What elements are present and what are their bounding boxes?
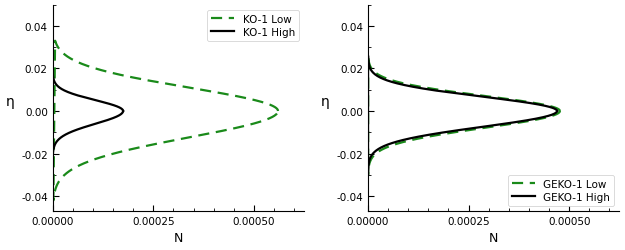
X-axis label: N: N: [174, 232, 183, 244]
KO-1 High: [49, 153, 57, 156]
GEKO-1 Low: [396, 82, 404, 85]
Legend: GEKO-1 Low, GEKO-1 High: GEKO-1 Low, GEKO-1 High: [508, 175, 614, 206]
KO-1 High: [51, 145, 58, 148]
KO-1 Low: [68, 169, 75, 172]
KO-1 Low: [117, 74, 124, 77]
GEKO-1 High: [365, 162, 372, 165]
X-axis label: N: N: [489, 232, 498, 244]
Line: GEKO-1 High: GEKO-1 High: [368, 56, 557, 175]
KO-1 Low: [51, 40, 59, 43]
GEKO-1 High: [369, 152, 377, 155]
Y-axis label: η: η: [321, 94, 329, 108]
KO-1 High: [49, 163, 56, 166]
KO-1 Low: [106, 154, 114, 156]
KO-1 Low: [274, 110, 282, 113]
Y-axis label: η: η: [6, 94, 14, 108]
GEKO-1 High: [553, 110, 561, 113]
GEKO-1 High: [438, 90, 446, 94]
Line: KO-1 High: KO-1 High: [52, 74, 123, 164]
GEKO-1 High: [364, 60, 372, 63]
KO-1 High: [119, 110, 127, 113]
KO-1 High: [49, 76, 57, 78]
GEKO-1 Low: [399, 141, 406, 144]
GEKO-1 Low: [372, 152, 380, 155]
GEKO-1 Low: [365, 60, 372, 63]
GEKO-1 High: [390, 82, 398, 85]
KO-1 Low: [54, 183, 61, 186]
GEKO-1 Low: [446, 90, 454, 94]
KO-1 Low: [274, 110, 282, 113]
GEKO-1 High: [364, 174, 372, 177]
KO-1 High: [62, 90, 70, 94]
GEKO-1 High: [391, 141, 399, 144]
KO-1 High: [58, 136, 66, 139]
GEKO-1 High: [364, 55, 372, 58]
GEKO-1 Low: [364, 55, 372, 58]
GEKO-1 Low: [556, 110, 564, 113]
GEKO-1 Low: [556, 110, 564, 113]
KO-1 Low: [176, 85, 184, 88]
KO-1 High: [119, 110, 127, 113]
KO-1 High: [49, 72, 56, 75]
KO-1 Low: [49, 199, 57, 202]
Line: KO-1 Low: KO-1 Low: [53, 42, 278, 200]
Legend: KO-1 Low, KO-1 High: KO-1 Low, KO-1 High: [207, 11, 299, 42]
GEKO-1 Low: [364, 174, 372, 177]
GEKO-1 High: [553, 110, 561, 113]
GEKO-1 Low: [366, 162, 373, 165]
KO-1 High: [81, 96, 89, 100]
KO-1 Low: [54, 47, 62, 50]
Line: GEKO-1 Low: GEKO-1 Low: [368, 56, 560, 175]
